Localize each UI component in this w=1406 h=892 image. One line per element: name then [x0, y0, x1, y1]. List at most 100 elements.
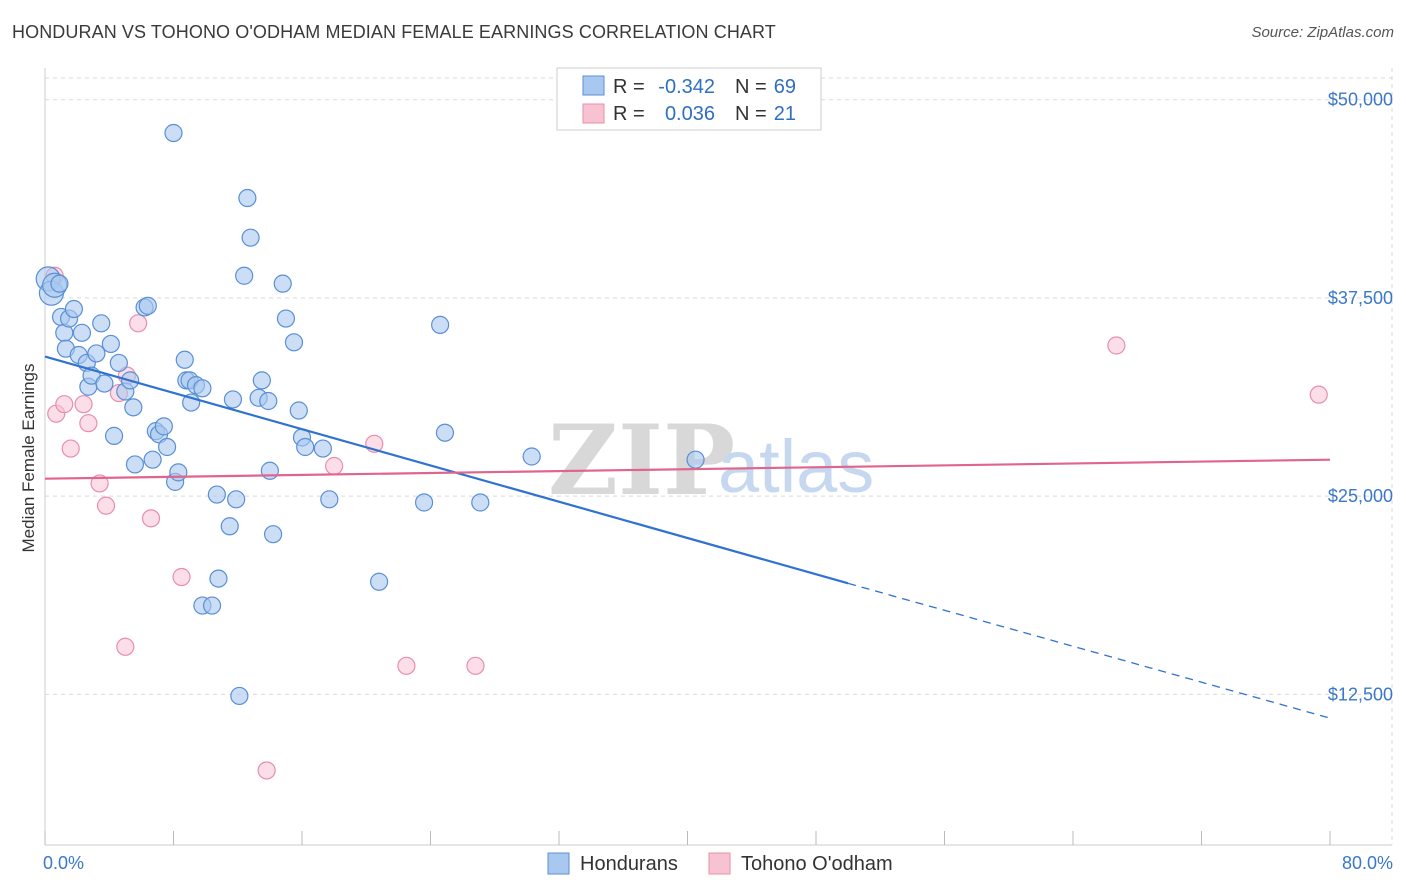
honduran-point-33	[169, 463, 188, 482]
honduran-point-64	[370, 572, 389, 591]
tohono-point-2	[55, 395, 74, 414]
tohono-point-13	[172, 567, 191, 587]
y-tick-label-2: $37,500	[1328, 288, 1393, 308]
honduran-points	[35, 123, 705, 706]
honduran-point-52	[252, 371, 271, 390]
honduran-point-55	[263, 525, 283, 544]
honduran-point-56	[273, 274, 292, 293]
honduran-point-30	[157, 437, 177, 457]
honduran-point-57	[276, 309, 296, 328]
x-tick-label-0: 0.0%	[43, 853, 84, 873]
tohono-point-14	[257, 761, 276, 780]
legend-swatch-blue	[582, 75, 605, 96]
honduran-point-44	[220, 517, 239, 536]
tohono-point-4	[74, 395, 93, 414]
legend-n-label-blue: N =	[735, 76, 767, 98]
honduran-point-68	[471, 493, 490, 512]
honduran-point-31	[164, 123, 183, 143]
honduran-point-58	[284, 333, 304, 352]
y-tick-labels: $12,500 $25,000 $37,500 $50,000	[1328, 90, 1393, 705]
x-tick-labels: 0.0% 80.0%	[43, 853, 1393, 873]
watermark: ZIP atlas	[548, 404, 874, 517]
honduran-point-29	[154, 417, 173, 436]
tohono-point-19	[1107, 336, 1126, 355]
honduran-point-39	[193, 379, 212, 398]
honduran-point-23	[125, 455, 145, 474]
series-legend: Hondurans Tohono O'odham	[547, 852, 893, 875]
honduran-point-15	[92, 314, 111, 333]
legend-label-hondurans: Hondurans	[580, 853, 678, 875]
legend-r-value-pink: 0.036	[665, 103, 715, 125]
tohono-point-5	[79, 414, 98, 433]
honduran-point-69	[522, 447, 541, 466]
honduran-point-42	[207, 485, 226, 504]
honduran-point-62	[313, 439, 332, 458]
honduran-point-10	[72, 323, 92, 342]
honduran-point-67	[435, 423, 455, 442]
honduran-point-50	[241, 228, 260, 247]
honduran-point-61	[296, 437, 315, 457]
source-note: Source: ZipAtlas.com	[1251, 24, 1394, 41]
honduran-point-53	[259, 391, 278, 411]
tohono-trend	[44, 458, 1331, 480]
tohono-point-9	[116, 637, 135, 656]
honduran-point-19	[109, 353, 128, 373]
honduran-point-14	[87, 344, 106, 363]
stats-legend: R = -0.342 N = 69 R = 0.036 N = 21	[556, 67, 822, 131]
honduran-point-18	[104, 426, 124, 445]
legend-n-label-pink: N =	[735, 103, 767, 125]
honduran-point-16	[95, 374, 114, 393]
trend-lines	[44, 355, 1331, 719]
legend-n-value-pink: 21	[774, 103, 796, 125]
honduran-point-66	[431, 315, 450, 334]
legend-n-value-blue: 69	[774, 76, 796, 98]
honduran-point-63	[320, 490, 339, 509]
honduran-point-25	[138, 296, 157, 315]
y-axis-title: Median Female Earnings	[19, 364, 38, 553]
honduran-point-46	[227, 490, 246, 509]
tohono-point-20	[1309, 385, 1328, 404]
honduran-point-65	[414, 493, 434, 512]
honduran-point-54	[260, 461, 279, 480]
axes-layer	[44, 68, 1392, 846]
tohono-point-17	[397, 656, 416, 675]
legend-swatch-hondurans	[547, 852, 570, 875]
honduran-point-34	[175, 350, 194, 369]
honduran-point-70	[686, 450, 705, 469]
y-tick-label-1: $25,000	[1328, 486, 1393, 506]
tohono-point-15	[325, 456, 344, 476]
honduran-point-8	[64, 299, 84, 319]
honduran-trend-dashed	[847, 582, 1331, 719]
honduran-point-3	[50, 274, 69, 293]
tohono-point-11	[129, 314, 148, 333]
honduran-point-59	[289, 401, 308, 420]
honduran-point-26	[143, 450, 162, 469]
watermark-zip: ZIP	[548, 404, 735, 517]
chart-title: HONDURAN VS TOHONO O'ODHAM MEDIAN FEMALE…	[12, 22, 776, 42]
y-tick-label-3: $50,000	[1328, 90, 1393, 110]
legend-r-label-blue: R =	[613, 76, 645, 98]
honduran-point-49	[238, 188, 257, 208]
honduran-point-17	[101, 334, 120, 354]
tohono-points	[45, 266, 1328, 780]
tohono-point-6	[90, 474, 109, 493]
honduran-point-48	[235, 266, 254, 285]
honduran-point-43	[209, 569, 228, 588]
grid-layer	[45, 68, 1393, 845]
legend-swatch-tohono	[708, 852, 731, 875]
legend-label-tohono: Tohono O'odham	[741, 853, 893, 875]
tohono-point-3	[61, 439, 80, 458]
tohono-point-12	[141, 509, 161, 528]
x-tick-label-1: 80.0%	[1342, 853, 1393, 873]
tohono-point-7	[96, 496, 116, 515]
legend-swatch-pink	[582, 103, 605, 124]
tohono-point-18	[466, 656, 485, 675]
legend-r-label-pink: R =	[613, 103, 645, 125]
honduran-point-41	[202, 596, 222, 615]
honduran-trend-solid	[44, 355, 849, 585]
legend-r-value-blue: -0.342	[658, 76, 715, 98]
honduran-point-22	[124, 398, 143, 417]
honduran-point-45	[223, 390, 243, 409]
y-tick-label-0: $12,500	[1328, 684, 1393, 704]
